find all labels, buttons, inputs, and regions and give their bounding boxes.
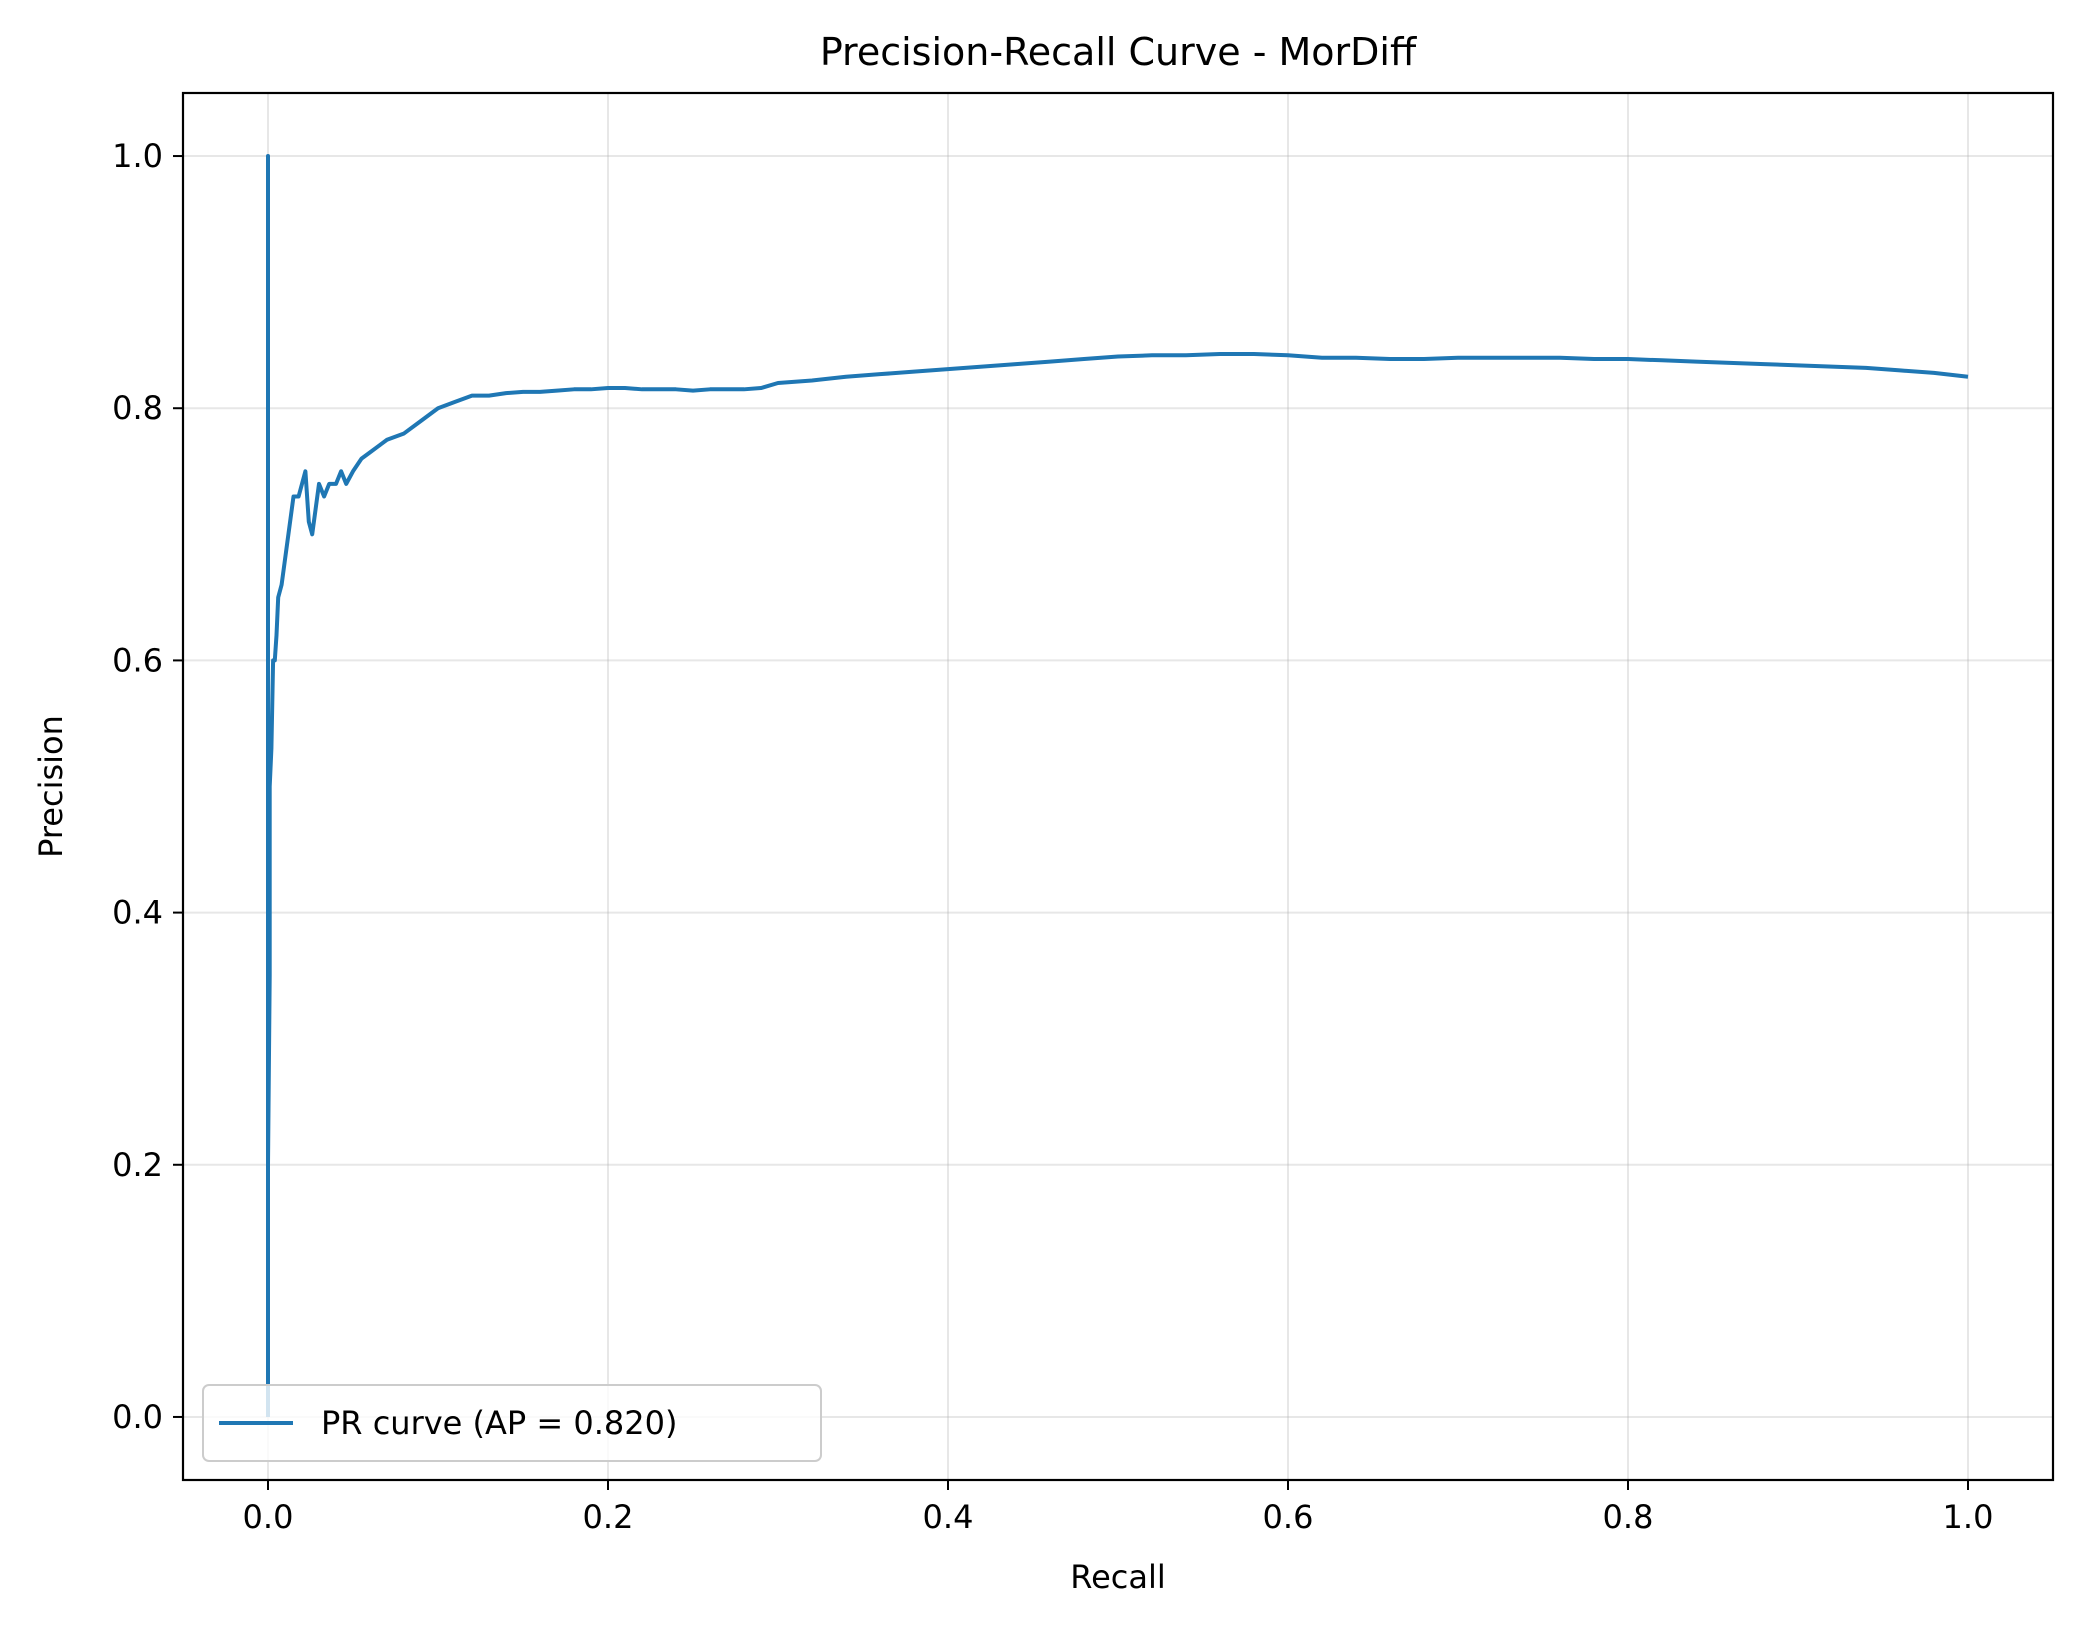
x-axis-label: Recall — [1070, 1558, 1165, 1596]
y-tick-label: 1.0 — [112, 137, 163, 175]
legend: PR curve (AP = 0.820) — [202, 1384, 822, 1462]
y-tick-label: 0.4 — [112, 894, 163, 932]
x-tick-label: 0.2 — [583, 1498, 634, 1536]
legend-box — [202, 1384, 822, 1462]
x-tick-label: 0.6 — [1263, 1498, 1314, 1536]
legend-label: PR curve (AP = 0.820) — [321, 1404, 677, 1442]
x-tick-label: 0.0 — [243, 1498, 294, 1536]
ticks: 0.0 0.2 0.4 0.6 0.8 1.0 0.0 0.2 0.4 0.6 0.8 1.0 — [112, 137, 1993, 1536]
x-tick-label: 1.0 — [1943, 1498, 1994, 1536]
plot-frame — [181, 91, 2055, 1482]
chart-title: Precision-Recall Curve - MorDiff — [820, 30, 1417, 74]
series-layer — [266, 154, 1969, 1417]
y-tick-label: 0.0 — [112, 1398, 163, 1436]
x-tick-label: 0.8 — [1603, 1498, 1654, 1536]
x-tick-label: 0.4 — [923, 1498, 974, 1536]
y-tick-label: 0.2 — [112, 1146, 163, 1184]
grid — [183, 93, 2053, 1480]
y-axis-label: Precision — [32, 715, 70, 858]
series-line-pr-curve — [266, 154, 1969, 1417]
y-tick-label: 0.6 — [112, 641, 163, 679]
y-tick-label: 0.8 — [112, 389, 163, 427]
